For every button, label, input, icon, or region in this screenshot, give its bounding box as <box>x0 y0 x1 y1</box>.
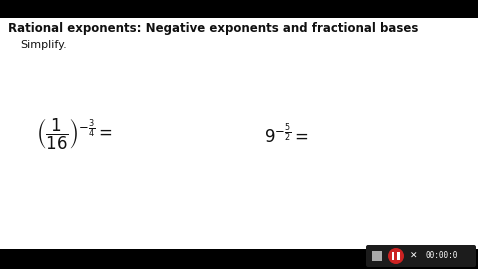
Text: 00:00:0: 00:00:0 <box>426 252 458 260</box>
Circle shape <box>388 248 404 264</box>
Text: $9^{-\frac{5}{2}} =$: $9^{-\frac{5}{2}} =$ <box>264 123 309 146</box>
Bar <box>392 252 394 260</box>
Text: $\left(\dfrac{1}{16}\right)^{-\frac{3}{4}} =$: $\left(\dfrac{1}{16}\right)^{-\frac{3}{4… <box>35 117 113 152</box>
Text: Simplify.: Simplify. <box>20 40 67 50</box>
Bar <box>0 249 478 269</box>
Bar <box>372 251 382 261</box>
Text: ✕: ✕ <box>410 252 418 260</box>
Bar <box>0 0 478 18</box>
Text: Rational exponents: Negative exponents and fractional bases: Rational exponents: Negative exponents a… <box>8 22 418 35</box>
FancyBboxPatch shape <box>366 245 476 267</box>
Bar <box>398 252 400 260</box>
